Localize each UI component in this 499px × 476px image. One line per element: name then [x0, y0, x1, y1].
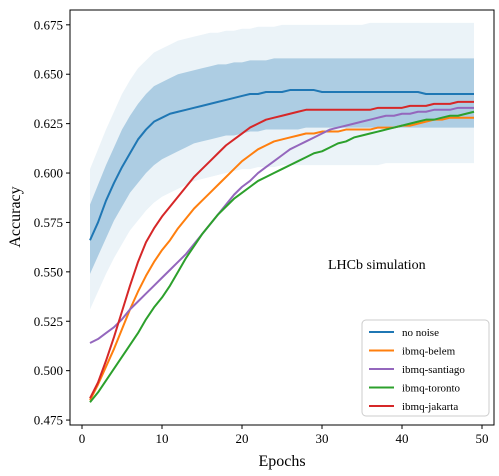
x-tick-label: 50	[476, 431, 489, 446]
legend-box	[361, 319, 490, 417]
y-tick-label: 0.550	[34, 264, 63, 279]
y-tick-label: 0.625	[34, 116, 63, 131]
y-tick-label: 0.475	[34, 413, 63, 428]
legend-label: ibmq-belem	[402, 346, 456, 358]
plot-frame	[69, 9, 495, 426]
bands-layer	[90, 22, 474, 310]
y-tick-label: 0.650	[34, 67, 63, 82]
x-tick-label: 0	[79, 431, 86, 446]
legend-label: ibmq-jakarta	[402, 401, 458, 413]
series-line-ibmq-santiago	[89, 106, 474, 344]
y-tick-label: 0.600	[34, 166, 63, 181]
x-axis-label: Epochs	[258, 453, 305, 470]
legend-label: ibmq-santiago	[402, 364, 465, 376]
y-axis-label: Accuracy	[7, 186, 24, 247]
y-tick-label: 0.675	[34, 17, 63, 32]
series-line-no-noise	[89, 89, 474, 241]
x-tick-label: 10	[156, 431, 169, 446]
y-tick-label: 0.500	[34, 363, 63, 378]
series-0-inner-band	[90, 58, 474, 274]
x-tick-label: 30	[316, 431, 329, 446]
legend: no noise ibmq-belem ibmq-santiago ibmq-toro…	[361, 319, 490, 417]
series-layer	[89, 89, 475, 403]
y-tick-label: 0.525	[34, 314, 63, 329]
legend-label: no noise	[402, 327, 439, 339]
series-0-outer-band	[90, 22, 474, 310]
x-axis: 0 10 20 30 40 50	[79, 425, 489, 446]
annotation-lhcb: LHCb simulation	[328, 258, 426, 273]
series-line-ibmq-jakarta	[89, 100, 474, 399]
series-line-ibmq-belem	[89, 116, 474, 401]
x-tick-label: 40	[396, 431, 409, 446]
legend-label: ibmq-toronto	[402, 383, 461, 395]
y-axis: 0.475 0.500 0.525 0.550 0.575 0.600 0.625 0.650…	[34, 17, 70, 428]
y-tick-label: 0.575	[34, 215, 63, 230]
x-tick-label: 20	[236, 431, 249, 446]
series-line-ibmq-toronto	[89, 110, 475, 403]
